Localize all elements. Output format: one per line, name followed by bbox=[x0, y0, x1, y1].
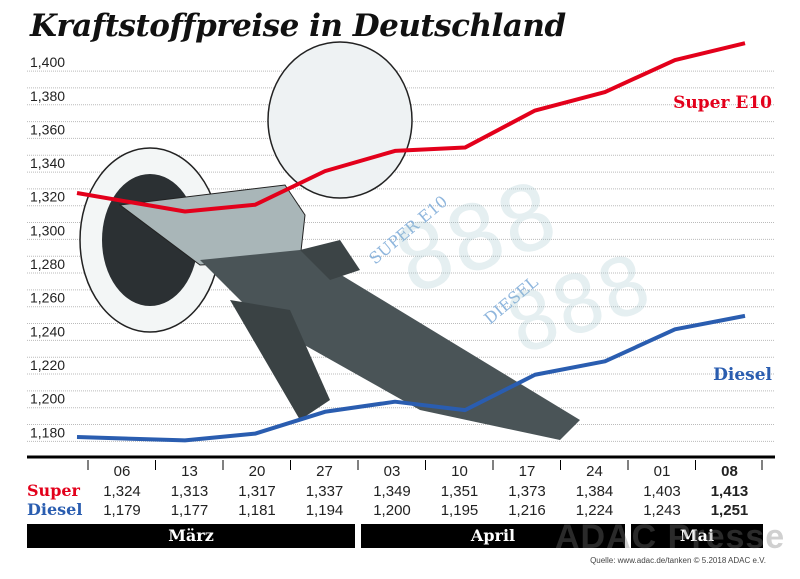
x-tick-label: 01 bbox=[654, 463, 671, 480]
data-label: 1,384 bbox=[576, 483, 614, 500]
data-label: 1,413 bbox=[711, 483, 749, 500]
row-label: Super bbox=[27, 481, 81, 500]
data-label: 1,317 bbox=[238, 483, 276, 500]
series-label: Diesel bbox=[713, 365, 772, 385]
y-tick-label: 1,240 bbox=[30, 323, 65, 339]
x-tick-label: 17 bbox=[519, 463, 536, 480]
chart-title: Kraftstoffpreise in Deutschland bbox=[30, 8, 566, 44]
data-label: 1,243 bbox=[643, 502, 681, 519]
series-labels: Super E10 Diesel bbox=[673, 93, 772, 385]
x-tick-label: 13 bbox=[181, 463, 198, 480]
x-tick-label: 24 bbox=[586, 463, 603, 480]
row-label: Diesel bbox=[27, 500, 82, 519]
month-bar: März bbox=[27, 524, 355, 548]
data-label: 1,313 bbox=[171, 483, 209, 500]
x-tick-label: 27 bbox=[316, 463, 333, 480]
data-table: 06 13 20 27 03 10 17 24 01 08 Super 1,324 1,313 1,317… bbox=[27, 460, 763, 519]
data-label: 1,337 bbox=[306, 483, 344, 500]
data-label: 1,403 bbox=[643, 483, 681, 500]
y-tick-label: 1,300 bbox=[30, 222, 65, 238]
y-tick-label: 1,220 bbox=[30, 357, 65, 373]
data-label: 1,195 bbox=[441, 502, 479, 519]
y-tick-label: 1,400 bbox=[30, 54, 65, 70]
data-label: 1,373 bbox=[508, 483, 546, 500]
y-tick-label: 1,360 bbox=[30, 121, 65, 137]
data-label: 1,179 bbox=[103, 502, 141, 519]
series-line-super bbox=[76, 41, 746, 214]
data-label: 1,224 bbox=[576, 502, 614, 519]
data-label: 1,194 bbox=[306, 502, 344, 519]
series-lines bbox=[76, 41, 746, 443]
data-label: 1,351 bbox=[441, 483, 479, 500]
y-tick-label: 1,380 bbox=[30, 88, 65, 104]
series-label: Super E10 bbox=[673, 93, 772, 113]
y-tick-label: 1,200 bbox=[30, 391, 65, 407]
data-label: 1,177 bbox=[171, 502, 209, 519]
y-tick-label: 1,320 bbox=[30, 189, 65, 205]
month-bar: Mai bbox=[631, 524, 763, 548]
x-tick-label: 06 bbox=[114, 463, 131, 480]
y-axis-ticks: 1,180 1,200 1,220 1,240 1,260 1,280 1,300 1,320… bbox=[30, 54, 65, 440]
y-tick-label: 1,280 bbox=[30, 256, 65, 272]
data-label: 1,216 bbox=[508, 502, 546, 519]
x-tick-label: 08 bbox=[721, 463, 738, 480]
y-tick-label: 1,180 bbox=[30, 424, 65, 440]
data-label: 1,181 bbox=[238, 502, 276, 519]
watermark: ADAC Presse bbox=[555, 518, 786, 556]
data-label: 1,349 bbox=[373, 483, 411, 500]
series-line-diesel bbox=[76, 313, 746, 443]
x-tick-label: 20 bbox=[249, 463, 266, 480]
month-bar: April bbox=[361, 524, 625, 548]
data-label: 1,324 bbox=[103, 483, 141, 500]
y-tick-label: 1,260 bbox=[30, 290, 65, 306]
data-label: 1,251 bbox=[711, 502, 749, 519]
data-label: 1,200 bbox=[373, 502, 411, 519]
x-tick-label: 10 bbox=[451, 463, 468, 480]
x-tick-label: 03 bbox=[384, 463, 401, 480]
source-text: Quelle: www.adac.de/tanken © 5.2018 ADAC… bbox=[590, 556, 766, 565]
y-tick-label: 1,340 bbox=[30, 155, 65, 171]
